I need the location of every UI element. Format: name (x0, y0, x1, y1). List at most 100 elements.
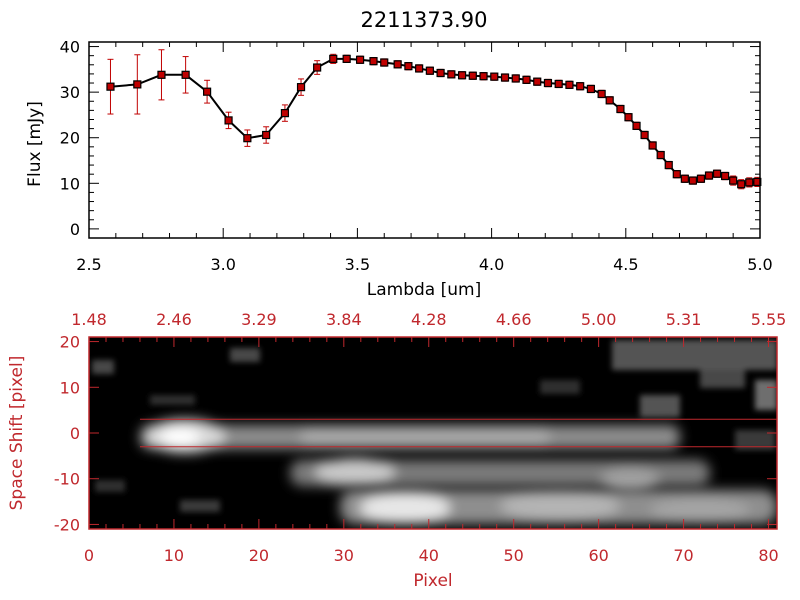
image-top-wavelength-label: 2.46 (156, 310, 192, 329)
image-x-tick-label: 40 (419, 546, 439, 565)
data-point (342, 54, 351, 63)
data-point (380, 58, 389, 67)
image-top-wavelength-labels: 1.48 2.46 3.29 3.84 4.28 4.66 5.00 5.31 5.55 (71, 310, 786, 329)
data-point (224, 116, 233, 125)
spectrum-y-tick-label: 10 (60, 174, 80, 193)
data-point (296, 83, 306, 92)
data-point (415, 64, 424, 73)
data-point (745, 178, 754, 187)
image-y-tick-label: -10 (54, 470, 80, 489)
spectrum-ticks (88, 42, 761, 238)
data-point (457, 71, 467, 80)
spectrum-line (110, 57, 758, 186)
spectrum-x-tick-label: 5.0 (747, 255, 772, 274)
data-point (522, 75, 531, 84)
image-x-tick-label: 70 (673, 546, 693, 565)
image-x-axis-label: Pixel (413, 571, 452, 591)
data-point (436, 68, 445, 78)
spectrum-y-tick-label: 40 (60, 38, 80, 57)
image-y-tick-labels: -20 -10 0 10 20 (54, 333, 80, 535)
data-point (262, 130, 271, 140)
spectrum-markers (106, 54, 762, 189)
image-top-wavelength-label: 3.29 (241, 310, 277, 329)
data-point (656, 150, 665, 160)
spectrum-x-tick-labels: 2.5 3.0 3.5 4.0 4.5 5.0 (76, 255, 772, 274)
data-point (737, 180, 746, 189)
image-x-tick-label: 0 (84, 546, 94, 565)
data-point (490, 72, 499, 81)
data-point (313, 63, 322, 72)
data-point (565, 80, 574, 89)
data-point (243, 134, 252, 143)
image-x-tick-label: 50 (504, 546, 524, 565)
data-point (468, 71, 477, 80)
spectrum-y-tick-label: 0 (70, 220, 80, 239)
data-point (586, 84, 596, 94)
data-point (500, 73, 510, 82)
data-point (511, 74, 520, 83)
data-point (696, 174, 706, 183)
data-point (576, 82, 585, 91)
image-x-tick-label: 10 (164, 546, 184, 565)
data-point (704, 171, 714, 180)
spectrum-y-axis-label: Flux [mJy] (25, 101, 45, 187)
image-x-tick-labels: 0 10 20 30 40 50 60 70 80 (84, 546, 779, 565)
data-point (688, 176, 698, 185)
data-point (648, 141, 657, 150)
image-x-tick-label: 20 (249, 546, 269, 565)
data-point (479, 72, 488, 81)
image-x-tick-label: 30 (334, 546, 354, 565)
spectrum-x-tick-label: 3.0 (210, 255, 235, 274)
image-top-wavelength-label: 1.48 (71, 310, 107, 329)
data-point (712, 169, 722, 178)
chart-title: 2211373.90 (361, 8, 488, 32)
data-point (181, 70, 190, 79)
data-point (664, 160, 673, 170)
spectral-image-panel: 0 10 20 30 40 50 60 70 80 -20 -10 0 10 20 1.48 2.46 3.… (7, 310, 786, 591)
data-point (329, 54, 338, 63)
data-point (554, 79, 563, 89)
image-top-wavelength-label: 4.28 (411, 310, 447, 329)
spectrum-y-tick-label: 30 (60, 83, 80, 102)
data-point (393, 60, 402, 69)
image-top-wavelength-label: 3.84 (326, 310, 362, 329)
data-point (280, 109, 290, 118)
data-point (729, 176, 738, 185)
data-point (672, 170, 681, 179)
image-y-tick-label: 20 (60, 333, 80, 352)
data-point (632, 121, 641, 130)
data-point (355, 55, 365, 64)
data-point (543, 78, 553, 88)
spectrum-plot-frame (88, 41, 761, 239)
image-y-tick-label: 0 (70, 424, 80, 443)
image-y-axis-label: Space Shift [pixel] (7, 356, 27, 511)
spectrum-x-tick-label: 4.5 (613, 255, 638, 274)
data-point (721, 171, 730, 181)
spectrum-y-tick-label: 20 (60, 129, 80, 148)
data-point (533, 77, 542, 86)
data-point (425, 66, 434, 75)
image-top-wavelength-label: 4.66 (496, 310, 532, 329)
data-point (616, 104, 625, 114)
spectrum-x-tick-label: 2.5 (76, 255, 101, 274)
spectrum-x-tick-label: 4.0 (479, 255, 504, 274)
image-top-wavelength-label: 5.00 (581, 310, 617, 329)
image-top-wavelength-label: 5.31 (666, 310, 702, 329)
data-point (369, 57, 378, 66)
spectrum-x-tick-label: 3.5 (345, 255, 370, 274)
data-point (624, 113, 633, 122)
spectrum-y-tick-labels: 0 10 20 30 40 (60, 38, 80, 239)
data-point (753, 177, 762, 187)
image-y-tick-label: 10 (60, 378, 80, 397)
data-point (157, 70, 166, 79)
data-point (202, 87, 212, 96)
data-point (680, 174, 689, 183)
image-x-tick-label: 60 (588, 546, 608, 565)
data-point (447, 70, 456, 79)
image-y-tick-label: -20 (54, 515, 80, 534)
data-point (605, 96, 614, 105)
data-point (106, 82, 115, 91)
data-point (597, 89, 606, 99)
